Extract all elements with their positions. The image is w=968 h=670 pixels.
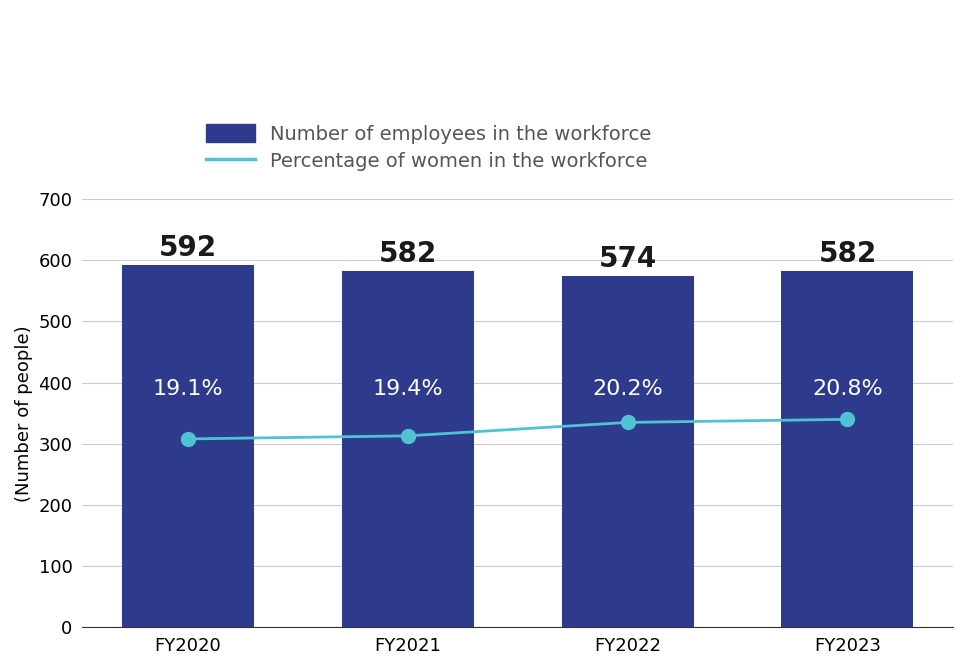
Bar (561, 276, 693, 627)
Legend: Number of employees in the workforce, Percentage of women in the workforce: Number of employees in the workforce, Pe… (197, 115, 661, 181)
Bar (342, 271, 473, 627)
Bar (781, 271, 914, 627)
Text: 20.2%: 20.2% (592, 379, 663, 399)
Text: 19.1%: 19.1% (153, 379, 224, 399)
Text: 20.8%: 20.8% (812, 379, 883, 399)
Bar (122, 265, 254, 627)
Text: 592: 592 (159, 234, 217, 261)
Text: 582: 582 (818, 240, 877, 268)
Text: 582: 582 (378, 240, 437, 268)
Y-axis label: (Number of people): (Number of people) (15, 325, 33, 502)
Text: 574: 574 (598, 245, 656, 273)
Text: 19.4%: 19.4% (373, 379, 443, 399)
